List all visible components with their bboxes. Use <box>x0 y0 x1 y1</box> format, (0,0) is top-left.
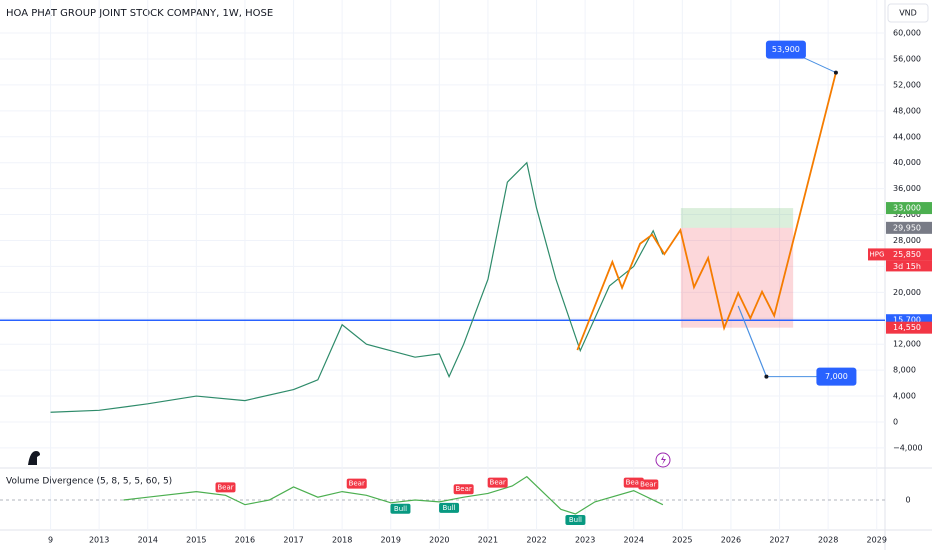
signal-label: Bear <box>490 479 506 487</box>
signal-box <box>487 477 508 488</box>
callout-point <box>833 70 838 75</box>
lightning-icon[interactable] <box>655 452 671 468</box>
callout-box <box>816 367 857 386</box>
price-tag <box>886 321 932 334</box>
y-tick-label: 8,000 <box>893 366 916 375</box>
y-tick-label: 12,000 <box>893 340 921 349</box>
y-tick-label: 56,000 <box>893 54 921 63</box>
callout-point <box>764 374 769 379</box>
indicator-title: Volume Divergence (5, 8, 5, 5, 60, 5) <box>6 477 172 487</box>
y-tick-label: 36,000 <box>893 184 921 193</box>
signal-label: Bear <box>217 483 233 491</box>
target-arrow <box>737 305 767 377</box>
y-tick-label: 0 <box>893 417 898 426</box>
y-tick-label: −4,000 <box>893 443 923 452</box>
y-tick-label: 4,000 <box>893 392 916 401</box>
x-tick-label: 2024 <box>624 536 644 545</box>
currency-button[interactable] <box>887 3 929 23</box>
y-tick-label: 52,000 <box>893 80 921 89</box>
price-tag <box>886 221 932 234</box>
symbol-tag <box>868 248 886 261</box>
x-tick-label: 2026 <box>721 536 741 545</box>
signal-box <box>439 502 460 513</box>
signal-label: Bear <box>626 479 642 487</box>
price-tag-label: 15,700 <box>893 316 921 325</box>
x-tick-label: 2020 <box>429 536 449 545</box>
y-tick-label: 20,000 <box>893 288 921 297</box>
symbol-tag-label: HPG <box>870 250 885 258</box>
price-tag <box>886 202 932 215</box>
callout-label: 7,000 <box>825 372 848 381</box>
x-tick-label: 2017 <box>283 536 303 545</box>
price-tag <box>886 248 932 261</box>
x-tick-label: 2018 <box>332 536 352 545</box>
x-tick-label: 2027 <box>769 536 789 545</box>
price-tag-label: 33,000 <box>893 204 921 213</box>
signal-box <box>565 515 586 525</box>
price-tag-label: 29,950 <box>893 223 921 232</box>
x-tick-label: 2015 <box>186 536 206 545</box>
indicator-line <box>123 475 664 515</box>
signal-box <box>390 503 411 514</box>
countdown-label: 3d 15h <box>893 262 921 271</box>
signal-box <box>638 479 659 490</box>
logo <box>28 451 40 465</box>
signal-box <box>453 484 474 495</box>
chart-title: HOA PHAT GROUP JOINT STOCK COMPANY, 1W, … <box>6 8 273 19</box>
indicator-tick-label: 0 <box>905 496 910 505</box>
y-tick-label: 40,000 <box>893 158 921 167</box>
y-tick-label: 28,000 <box>893 236 921 245</box>
x-tick-label: 9 <box>48 536 53 545</box>
y-tick-label: 48,000 <box>893 106 921 115</box>
callout-label: 53,900 <box>772 45 800 54</box>
signal-label: Bear <box>640 481 656 489</box>
x-tick-label: 2021 <box>478 536 498 545</box>
x-tick-label: 2013 <box>89 536 109 545</box>
y-tick-label: 60,000 <box>893 29 921 38</box>
signal-label: Bull <box>442 504 455 512</box>
y-tick-label: 32,000 <box>893 210 921 219</box>
projection-line <box>576 72 837 351</box>
x-tick-label: 2014 <box>138 536 158 545</box>
countdown-tag <box>886 260 932 272</box>
x-tick-label: 2016 <box>235 536 255 545</box>
x-tick-label: 2025 <box>672 536 692 545</box>
signal-label: Bear <box>349 480 365 488</box>
currency: VND <box>899 9 917 18</box>
signal-box <box>346 478 367 489</box>
x-tick-label: 2022 <box>526 536 546 545</box>
signal-label: Bull <box>394 505 407 513</box>
x-tick-label: 2019 <box>381 536 401 545</box>
price-tag-label: 25,850 <box>893 250 921 259</box>
signal-box <box>215 482 236 493</box>
profit-zone <box>680 208 794 228</box>
callout-box <box>765 40 806 59</box>
x-tick-label: 2029 <box>867 536 887 545</box>
y-tick-label: 44,000 <box>893 132 921 141</box>
price-line <box>50 161 664 413</box>
signal-label: Bull <box>569 516 582 524</box>
x-tick-label: 2023 <box>575 536 595 545</box>
loss-zone <box>680 227 794 328</box>
x-tick-label: 2028 <box>818 536 838 545</box>
price-tag-label: 14,550 <box>893 323 921 332</box>
signal-label: Bear <box>456 485 472 493</box>
